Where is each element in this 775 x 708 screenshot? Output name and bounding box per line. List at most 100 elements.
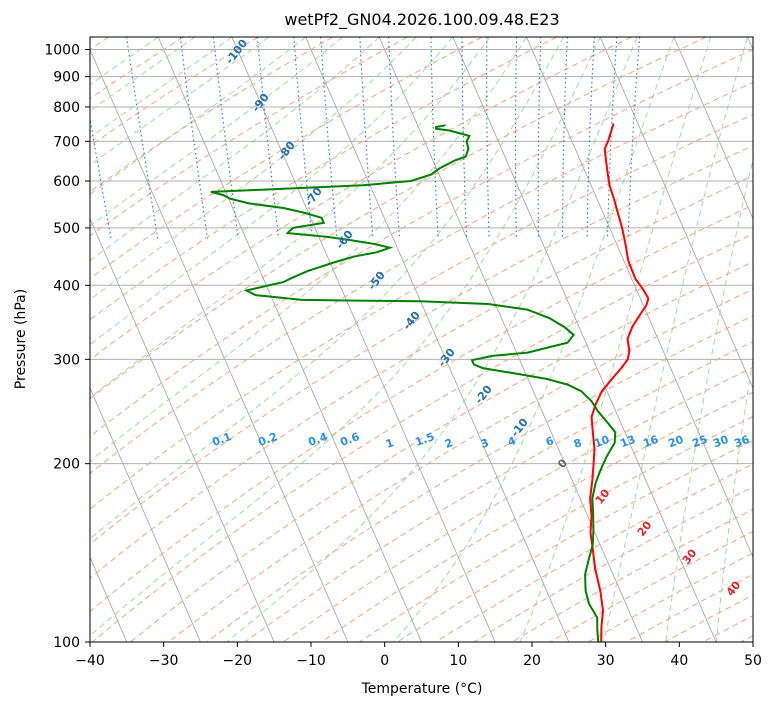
- y-tick-label: 800: [53, 100, 80, 116]
- dry-adiabat-line: [90, 37, 408, 237]
- mixing-ratio-line: [388, 37, 401, 239]
- dry-adiabat-line: [244, 341, 753, 642]
- isotherm-line: [452, 37, 717, 642]
- dry-adiabat-line: [130, 261, 753, 642]
- dry-adiabat-line: [90, 49, 753, 438]
- moist-adiabat-line: [665, 157, 753, 642]
- x-axis-label: Temperature (°C): [361, 681, 483, 697]
- dry-adiabat-line: [740, 635, 753, 642]
- y-tick-label: 900: [53, 70, 80, 86]
- x-tick-label: 0: [380, 653, 389, 669]
- x-tick-label: 30: [597, 653, 615, 669]
- dry-adiabat-line: [473, 486, 753, 642]
- adiabat-label: -100: [223, 37, 250, 67]
- x-tick-label: 10: [449, 653, 467, 669]
- adiabat-label: -90: [249, 91, 272, 115]
- y-axis-label: Pressure (hPa): [13, 289, 29, 389]
- y-tick-label: 700: [53, 134, 80, 150]
- isotherm-line: [526, 37, 753, 559]
- y-axis-ticks: 100 200 300 400 500 600 700 800 900 1000: [44, 43, 90, 651]
- mixing-ratio-line: [537, 37, 542, 239]
- mixing-ratio-label: 0.6: [338, 430, 361, 449]
- adiabat-label: 10: [593, 486, 613, 506]
- moist-adiabat-line: [603, 37, 748, 642]
- mixing-ratio-label: 20: [666, 433, 685, 451]
- mixing-ratio-line: [256, 37, 280, 239]
- x-axis-ticks: −40 −30 −20 −10 0 10 20 30 40 50: [75, 642, 762, 669]
- moist-adiabat-line: [90, 37, 306, 196]
- mixing-ratio-line: [627, 37, 641, 239]
- x-tick-label: 40: [670, 653, 688, 669]
- x-tick-label: −30: [149, 653, 179, 669]
- dry-adiabat-line: [664, 594, 753, 642]
- mixing-ratio-line: [90, 115, 112, 239]
- mixing-ratio-line: [126, 37, 159, 239]
- adiabat-label: -30: [435, 346, 458, 370]
- x-tick-label: −20: [223, 653, 253, 669]
- dry-adiabat-line: [90, 37, 707, 400]
- moist-adiabat-line: [519, 37, 712, 642]
- mixing-ratio-line: [606, 37, 618, 239]
- adiabat-label: 40: [724, 578, 744, 598]
- moist-adiabat-line: [90, 37, 454, 346]
- mixing-ratio-line: [561, 37, 568, 239]
- dry-adiabat-line: [90, 144, 753, 545]
- mixing-ratio-label: 13: [618, 433, 637, 450]
- mixing-ratio-line: [320, 37, 338, 239]
- adiabat-label: 30: [680, 546, 700, 566]
- mixing-ratio-label: 10: [592, 433, 611, 451]
- x-tick-label: −40: [75, 653, 105, 669]
- mixing-ratio-line: [212, 37, 239, 239]
- mixing-ratio-label: 2: [443, 436, 455, 451]
- y-tick-label: 100: [53, 635, 80, 651]
- adiabat-label: -20: [472, 383, 495, 407]
- isotherm-line: [90, 217, 275, 642]
- dry-adiabat-line: [320, 391, 753, 642]
- mixing-ratio-label: 4: [506, 434, 518, 449]
- mixing-ratio-line: [179, 37, 209, 239]
- moist-adiabat-line: [392, 37, 675, 642]
- moist-adiabat-line: [90, 37, 380, 262]
- dry-adiabat-line: [90, 204, 753, 613]
- dry-adiabat-line: [90, 113, 753, 510]
- moist-adiabat-line: [90, 37, 601, 637]
- profile-series: [210, 123, 650, 642]
- mixing-ratio-label: 30: [711, 433, 730, 451]
- y-tick-label: 1000: [44, 43, 80, 59]
- mixing-ratio-label: 3: [479, 436, 491, 451]
- adiabat-label: 20: [635, 518, 655, 538]
- mixing-ratio-line: [359, 37, 374, 239]
- dry-adiabat-line: [397, 439, 753, 642]
- mixing-ratio-label: 16: [641, 433, 660, 451]
- x-tick-label: 20: [523, 653, 541, 669]
- isotherm-line: [673, 37, 753, 220]
- mixing-ratio-label: 1.5: [413, 430, 436, 449]
- mixing-ratio-line: [586, 37, 595, 239]
- isotherm-line: [157, 37, 422, 642]
- moist-adiabat-line: [90, 37, 233, 139]
- moist-adiabat-line: [90, 37, 269, 166]
- dry-adiabat-line: [206, 315, 753, 642]
- dry-adiabat-line: [359, 415, 753, 642]
- mixing-ratio-line: [293, 37, 313, 239]
- mixing-ratio-line: [514, 37, 518, 239]
- y-tick-label: 300: [53, 352, 80, 368]
- adiabat-label: -50: [365, 269, 388, 293]
- mixing-ratio-label: 1: [384, 436, 396, 451]
- dry-adiabat-line: [588, 552, 753, 642]
- dry-adiabat-line: [90, 37, 632, 361]
- dry-adiabat-line: [90, 81, 753, 475]
- y-tick-label: 200: [53, 457, 80, 473]
- temperature-profile-line: [589, 123, 650, 642]
- mixing-ratio-label: 25: [690, 433, 709, 450]
- mixing-ratio-line: [430, 37, 439, 239]
- moist-adiabat-line: [90, 37, 196, 112]
- dry-adiabat-line: [282, 366, 753, 642]
- dewpoint-profile-line: [210, 124, 617, 642]
- background-lines: [90, 37, 753, 642]
- moist-adiabat-line: [90, 37, 527, 462]
- mixing-ratio-label: 0.2: [256, 430, 279, 449]
- moist-adiabat-line: [90, 37, 564, 540]
- y-tick-label: 500: [53, 221, 80, 237]
